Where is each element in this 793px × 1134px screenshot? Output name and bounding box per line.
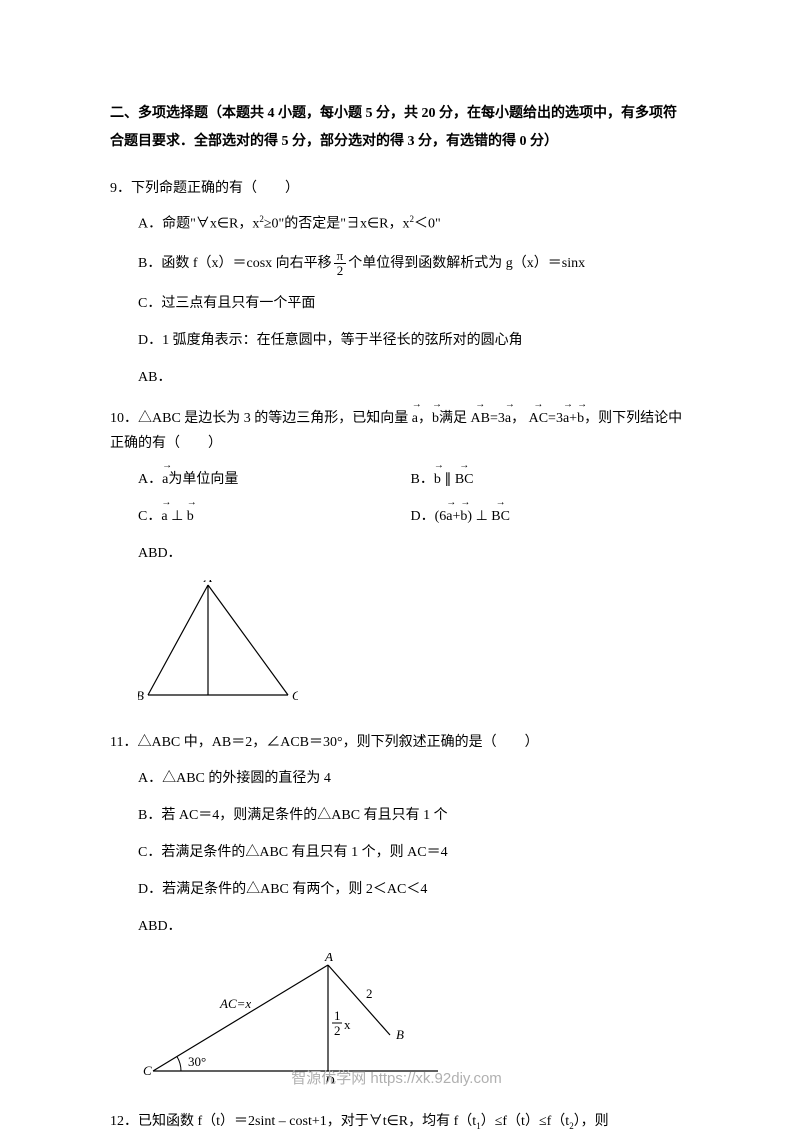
q9-option-a: A．命题"∀x∈R，x2≥0"的否定是"∃x∈R，x2＜0" <box>110 211 683 237</box>
vector-b: b <box>432 406 439 431</box>
q10-triangle-diagram: A B C <box>110 580 683 714</box>
svg-text:B: B <box>138 688 144 703</box>
vector-a: a <box>412 406 418 431</box>
q9-option-c: C．过三点有且只有一个平面 <box>110 291 683 316</box>
comma: ， <box>418 411 432 426</box>
fraction-pi-2: π2 <box>334 249 347 279</box>
q11-option-d: D．若满足条件的△ABC 有两个，则 2＜AC＜4 <box>110 877 683 902</box>
vector-ac: AC <box>529 406 548 431</box>
q11-option-b: B．若 AC＝4，则满足条件的△ABC 有且只有 1 个 <box>110 803 683 828</box>
q11-option-a: A．△ABC 的外接圆的直径为 4 <box>110 766 683 791</box>
page-footer: 智源优学网 https://xk.92diy.com <box>0 1065 793 1092</box>
perp: ⊥ <box>171 509 183 524</box>
svg-text:2: 2 <box>366 986 373 1001</box>
q10-row-cd: C．a ⊥ b D．(6a+b) ⊥ BC <box>110 504 683 529</box>
plus: + <box>569 411 577 426</box>
vector-b: b <box>187 504 194 529</box>
vector-a: a <box>446 504 452 529</box>
q10-stem-pre: 10．△ABC 是边长为 3 的等边三角形，已知向量 <box>110 411 412 426</box>
vector-bc: BC <box>455 467 474 492</box>
q11-stem: 11．△ABC 中，AB＝2，∠ACB＝30°，则下列叙述正确的是（ ） <box>110 730 683 755</box>
question-9: 9．下列命题正确的有（ ） A．命题"∀x∈R，x2≥0"的否定是"∃x∈R，x… <box>110 176 683 390</box>
triangle-svg: A B C <box>138 580 298 705</box>
text: 满足 <box>439 411 467 426</box>
vector-a: a <box>161 504 167 529</box>
q10-option-a: A．a为单位向量 <box>138 467 411 492</box>
comma: ， <box>511 411 525 426</box>
svg-text:1: 1 <box>334 1008 341 1023</box>
q12-mid: ）≤f（t）≤f（t <box>481 1114 569 1129</box>
rparen: ) <box>467 509 472 524</box>
plus: + <box>453 509 461 524</box>
q11-answer: ABD． <box>110 914 683 939</box>
eq: =3 <box>490 411 505 426</box>
svg-text:B: B <box>396 1027 404 1042</box>
svg-text:A: A <box>324 953 333 964</box>
q12-pre: 12．已知函数 f（t）＝2sint – cost+1，对于∀t∈R，均有 f（… <box>110 1114 476 1129</box>
vector-b: b <box>460 504 467 529</box>
vector-b: b <box>577 406 584 431</box>
q12-stem: 12．已知函数 f（t）＝2sint – cost+1，对于∀t∈R，均有 f（… <box>110 1109 683 1134</box>
vector-a: a <box>162 467 168 492</box>
q9-option-d: D．1 弧度角表示：在任意圆中，等于半径长的弦所对的圆心角 <box>110 328 683 353</box>
six: 6 <box>439 509 446 524</box>
q10-stem: 10．△ABC 是边长为 3 的等边三角形，已知向量 a，b满足 AB=3a， … <box>110 406 683 456</box>
q9-b-text2: 个单位得到函数解析式为 g（x）＝sinx <box>348 256 585 271</box>
question-12: 12．已知函数 f（t）＝2sint – cost+1，对于∀t∈R，均有 f（… <box>110 1109 683 1134</box>
question-11: 11．△ABC 中，AB＝2，∠ACB＝30°，则下列叙述正确的是（ ） A．△… <box>110 730 683 1092</box>
q10-option-d: D．(6a+b) ⊥ BC <box>411 504 684 529</box>
q10-option-b: B．b ∥ BC <box>411 467 684 492</box>
q9-a-text2: ≥0"的否定是"∃x∈R，x <box>264 217 410 232</box>
q11-option-c: C．若满足条件的△ABC 有且只有 1 个，则 AC＝4 <box>110 840 683 865</box>
q9-option-b: B．函数 f（x）＝cosx 向右平移π2个单位得到函数解析式为 g（x）＝si… <box>110 249 683 279</box>
q9-a-text3: ＜0" <box>414 217 441 232</box>
vector-ab: AB <box>471 406 490 431</box>
q10-a-text: 为单位向量 <box>168 472 238 487</box>
q9-b-text1: B．函数 f（x）＝cosx 向右平移 <box>138 256 332 271</box>
frac-den: 2 <box>334 264 347 278</box>
q9-stem: 9．下列命题正确的有（ ） <box>110 176 683 201</box>
q10-option-c: C．a ⊥ b <box>138 504 411 529</box>
q10-row-ab: A．a为单位向量 B．b ∥ BC <box>110 467 683 492</box>
q12-post: ），则 <box>574 1114 609 1129</box>
svg-text:A: A <box>203 580 212 585</box>
vector-a: a <box>563 406 569 431</box>
vector-a: a <box>505 406 511 431</box>
parallel: ∥ <box>444 472 451 487</box>
q9-answer: AB． <box>110 365 683 390</box>
eq: =3 <box>548 411 563 426</box>
triangle-11-svg: CDAB30°AC=x212x <box>138 953 448 1083</box>
q10-answer: ABD． <box>110 541 683 566</box>
vector-b: b <box>434 467 441 492</box>
svg-text:x: x <box>344 1017 351 1032</box>
svg-text:C: C <box>292 688 298 703</box>
frac-num: π <box>334 249 347 264</box>
section-header: 二、多项选择题（本题共 4 小题，每小题 5 分，共 20 分，在每小题给出的选… <box>110 100 683 156</box>
svg-text:AC=x: AC=x <box>219 996 251 1011</box>
question-10: 10．△ABC 是边长为 3 的等边三角形，已知向量 a，b满足 AB=3a， … <box>110 406 683 714</box>
perp: ⊥ <box>476 509 488 524</box>
svg-text:2: 2 <box>334 1023 341 1038</box>
vector-bc: BC <box>491 504 510 529</box>
q9-a-text1: A．命题"∀x∈R，x <box>138 217 259 232</box>
